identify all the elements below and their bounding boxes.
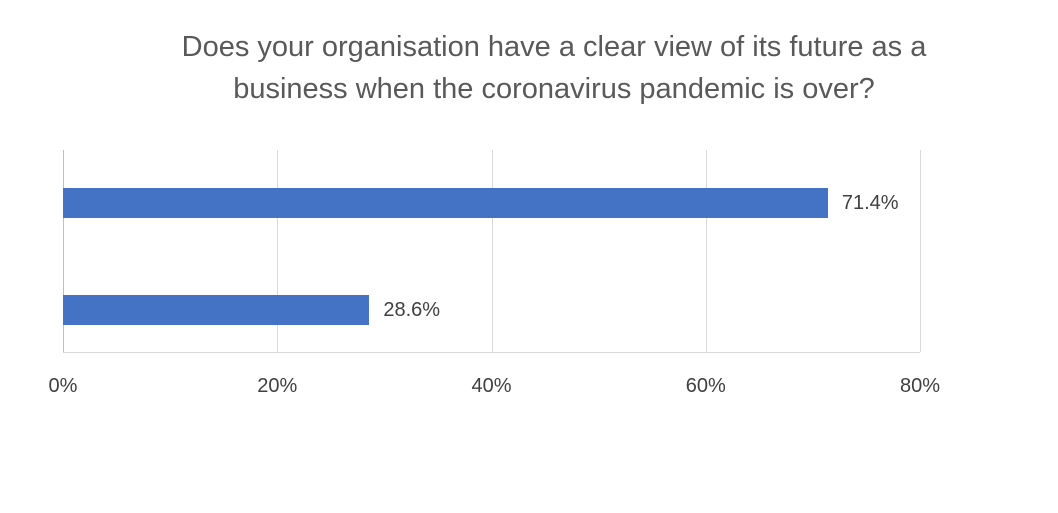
bar-yes [63,188,828,218]
chart-title: Does your organisation have a clear view… [60,26,1048,110]
bar-no [63,295,370,325]
x-tick-20: 20% [257,375,298,397]
gridline-80pct [920,150,921,352]
data-label-yes: 71.4% [841,191,899,214]
gridline-40pct [491,150,493,352]
chart-title-line-1: Does your organisation have a clear view… [181,31,927,63]
plot-area: 71.4% 28.6% [63,150,921,353]
bar-row-yes: 71.4% [63,188,920,218]
x-tick-40: 40% [471,375,512,397]
x-tick-60: 60% [685,375,726,397]
data-label-no: 28.6% [383,298,441,321]
bar-row-no: 28.6% [63,295,920,325]
x-tick-80: 80% [899,375,941,397]
gridline-60pct [705,150,707,352]
x-axis: 0% 20% 40% 60% 80% [49,375,940,401]
gridline-0pct [63,150,64,352]
chart-title-line-2: business when the coronavirus pandemic i… [233,73,875,106]
gridline-20pct [277,150,279,352]
x-tick-0: 0% [48,375,78,397]
